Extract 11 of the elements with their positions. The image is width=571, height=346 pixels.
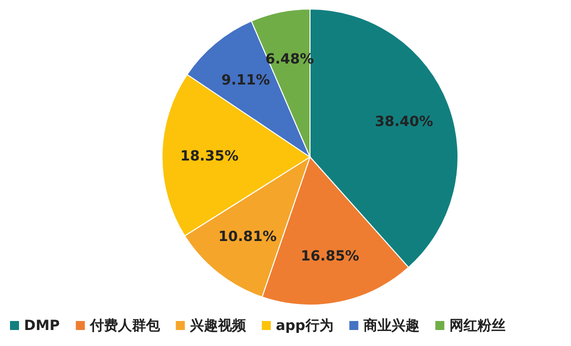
- legend-label: 商业兴趣: [362, 317, 420, 334]
- data-label: 9.11%: [221, 72, 270, 89]
- legend-label: 兴趣视频: [188, 317, 247, 334]
- data-label: 10.81%: [218, 228, 277, 245]
- data-label: 18.35%: [180, 148, 239, 165]
- legend-label: 付费人群包: [88, 318, 161, 334]
- data-label: 38.40%: [374, 114, 434, 130]
- legend-label: app行为: [276, 318, 334, 334]
- data-label: 16.85%: [300, 248, 360, 265]
- legend-label: DMP: [24, 318, 60, 334]
- legend-label: 网红粉丝: [449, 318, 506, 334]
